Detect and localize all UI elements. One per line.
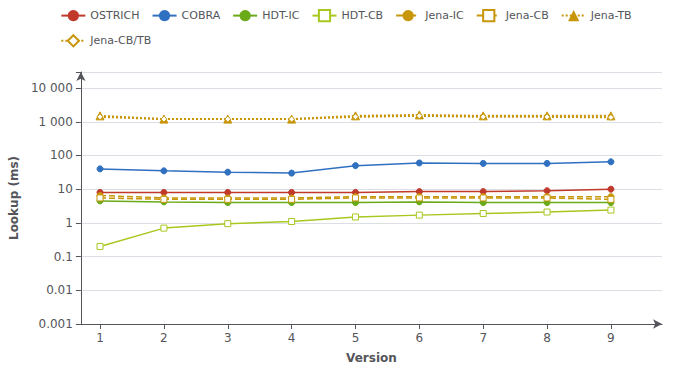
svg-text:1: 1 [96,331,104,345]
svg-text:0.01: 0.01 [46,283,73,297]
svg-text:Lookup (ms): Lookup (ms) [7,156,21,240]
svg-text:Jena-CB: Jena-CB [505,9,549,22]
svg-text:HDT-CB: HDT-CB [342,9,384,22]
svg-text:0.1: 0.1 [54,250,73,264]
svg-text:1: 1 [65,216,73,230]
svg-text:7: 7 [479,331,487,345]
svg-text:9: 9 [607,331,615,345]
svg-text:HDT-IC: HDT-IC [262,9,300,22]
svg-text:OSTRICH: OSTRICH [90,9,139,22]
svg-text:1 000: 1 000 [39,115,73,129]
svg-text:Jena-CB/TB: Jena-CB/TB [89,34,151,47]
svg-text:6: 6 [416,331,424,345]
svg-text:Version: Version [346,351,397,365]
svg-text:Jena-IC: Jena-IC [424,9,464,22]
svg-text:2: 2 [160,331,168,345]
svg-text:5: 5 [352,331,360,345]
svg-text:10 000: 10 000 [31,81,73,95]
svg-text:COBRA: COBRA [182,9,221,22]
svg-text:3: 3 [224,331,232,345]
svg-text:0.001: 0.001 [39,317,73,331]
svg-text:8: 8 [543,331,551,345]
svg-text:100: 100 [50,148,73,162]
svg-text:10: 10 [58,182,73,196]
svg-text:4: 4 [288,331,296,345]
svg-text:Jena-TB: Jena-TB [590,9,632,22]
